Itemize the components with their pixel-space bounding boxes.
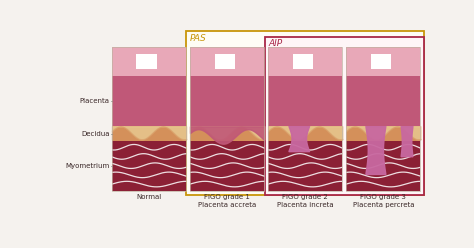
Bar [215, 54, 235, 69]
Text: Decidua: Decidua [81, 130, 109, 137]
Bar [346, 141, 420, 191]
Bar [190, 126, 264, 141]
Bar [190, 141, 264, 191]
Polygon shape [401, 126, 413, 157]
Text: Normal: Normal [137, 194, 162, 200]
Bar [190, 47, 264, 76]
Bar [292, 54, 313, 69]
Bar [190, 76, 264, 126]
FancyBboxPatch shape [186, 31, 424, 195]
Bar [268, 126, 342, 141]
FancyBboxPatch shape [265, 37, 423, 194]
Text: FIGO grade 3
Placenta percreta: FIGO grade 3 Placenta percreta [353, 194, 414, 208]
Bar [346, 126, 420, 141]
Bar [112, 76, 186, 126]
Text: Placenta: Placenta [80, 98, 109, 104]
Bar [268, 47, 342, 191]
Bar [190, 47, 264, 191]
Bar [190, 47, 264, 191]
Bar [268, 141, 342, 191]
Bar [268, 76, 342, 126]
Bar [112, 47, 186, 191]
Polygon shape [366, 126, 386, 174]
Bar [268, 47, 342, 76]
Bar [112, 47, 186, 76]
Bar [112, 141, 186, 191]
Bar [371, 54, 392, 69]
Bar [346, 47, 420, 191]
Bar [112, 126, 186, 141]
Polygon shape [289, 126, 310, 152]
Bar [346, 47, 420, 191]
Text: FIGO grade 2
Placenta increta: FIGO grade 2 Placenta increta [277, 194, 334, 208]
Bar [346, 76, 420, 126]
Text: Myometrium: Myometrium [65, 163, 109, 169]
Text: PAS: PAS [190, 34, 207, 43]
Bar [112, 47, 186, 191]
Bar [268, 47, 342, 191]
Bar [137, 54, 157, 69]
Bar [346, 47, 420, 76]
Text: FIGO grade 1
Placenta accreta: FIGO grade 1 Placenta accreta [198, 194, 256, 208]
Text: AIP: AIP [269, 39, 283, 48]
